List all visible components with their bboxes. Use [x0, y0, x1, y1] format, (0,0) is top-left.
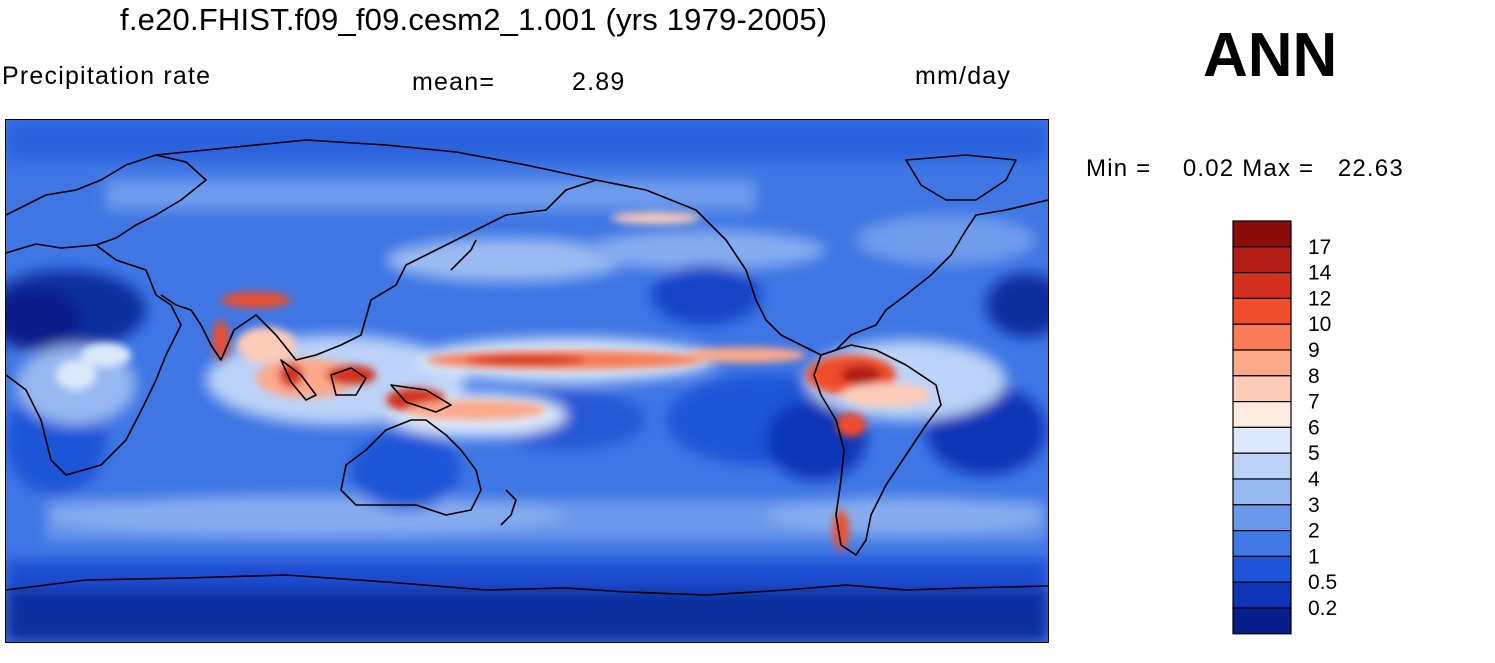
colorbar-label: 6: [1308, 416, 1320, 439]
asia-outline: [155, 139, 597, 361]
coastlines: [6, 139, 1048, 596]
units-label: mm/day: [915, 62, 1012, 90]
new-zealand-outline: [500, 489, 517, 526]
colorbar-box: [1232, 297, 1292, 325]
precipitation-map: [5, 119, 1049, 643]
colorbar-label: 0.2: [1308, 597, 1337, 620]
variable-name: Precipitation rate: [2, 62, 212, 90]
colorbar-box: [1232, 220, 1292, 248]
colorbar-label: 14: [1308, 262, 1332, 285]
colorbar-label: 1: [1308, 545, 1320, 568]
south-america-outline: [813, 344, 942, 556]
colorbar-box: [1232, 426, 1292, 454]
min-max-readout: Min = 0.02 Max = 22.63: [1086, 155, 1404, 182]
colorbar-box: [1232, 323, 1292, 351]
mean-value: 2.89: [572, 68, 626, 96]
colorbar-label: 12: [1308, 287, 1331, 310]
colorbar-label: 5: [1308, 442, 1320, 465]
colorbar-label: 7: [1308, 391, 1320, 414]
australia-outline: [340, 419, 482, 516]
antarctica-outline: [6, 574, 1048, 596]
colorbar-box: [1232, 271, 1292, 299]
sumatra-outline: [280, 359, 317, 401]
season-label: ANN: [1203, 21, 1338, 90]
japan-outline: [450, 239, 477, 271]
colorbar-label: 17: [1308, 236, 1331, 259]
colorbar-box: [1232, 375, 1292, 403]
borneo-outline: [330, 367, 367, 396]
colorbar-box: [1232, 607, 1292, 635]
europe-outline: [6, 154, 207, 246]
new-guinea-outline: [390, 384, 452, 413]
greenland-outline: [905, 154, 1017, 201]
colorbar-label: 3: [1308, 494, 1320, 517]
colorbar-box: [1232, 349, 1292, 377]
colorbar-box: [1232, 452, 1292, 480]
colorbar-box: [1232, 504, 1292, 532]
colorbar-box: [1232, 478, 1292, 506]
colorbar-label: 8: [1308, 365, 1320, 388]
plot-title: f.e20.FHIST.f09_f09.cesm2_1.001 (yrs 197…: [120, 2, 828, 37]
colorbar-box: [1232, 555, 1292, 583]
colorbar-label: 2: [1308, 520, 1320, 543]
map-canvas: [6, 120, 1048, 642]
colorbar-box: [1232, 581, 1292, 609]
colorbar-boxes: [1232, 220, 1292, 635]
mean-label: mean=: [412, 68, 496, 96]
colorbar-label: 4: [1308, 468, 1320, 491]
colorbar-label: 9: [1308, 339, 1320, 362]
colorbar-box: [1232, 401, 1292, 429]
colorbar-label: 10: [1308, 313, 1331, 336]
colorbar-label: 0.5: [1308, 571, 1337, 594]
colorbar-box: [1232, 246, 1292, 274]
colorbar-box: [1232, 530, 1292, 558]
